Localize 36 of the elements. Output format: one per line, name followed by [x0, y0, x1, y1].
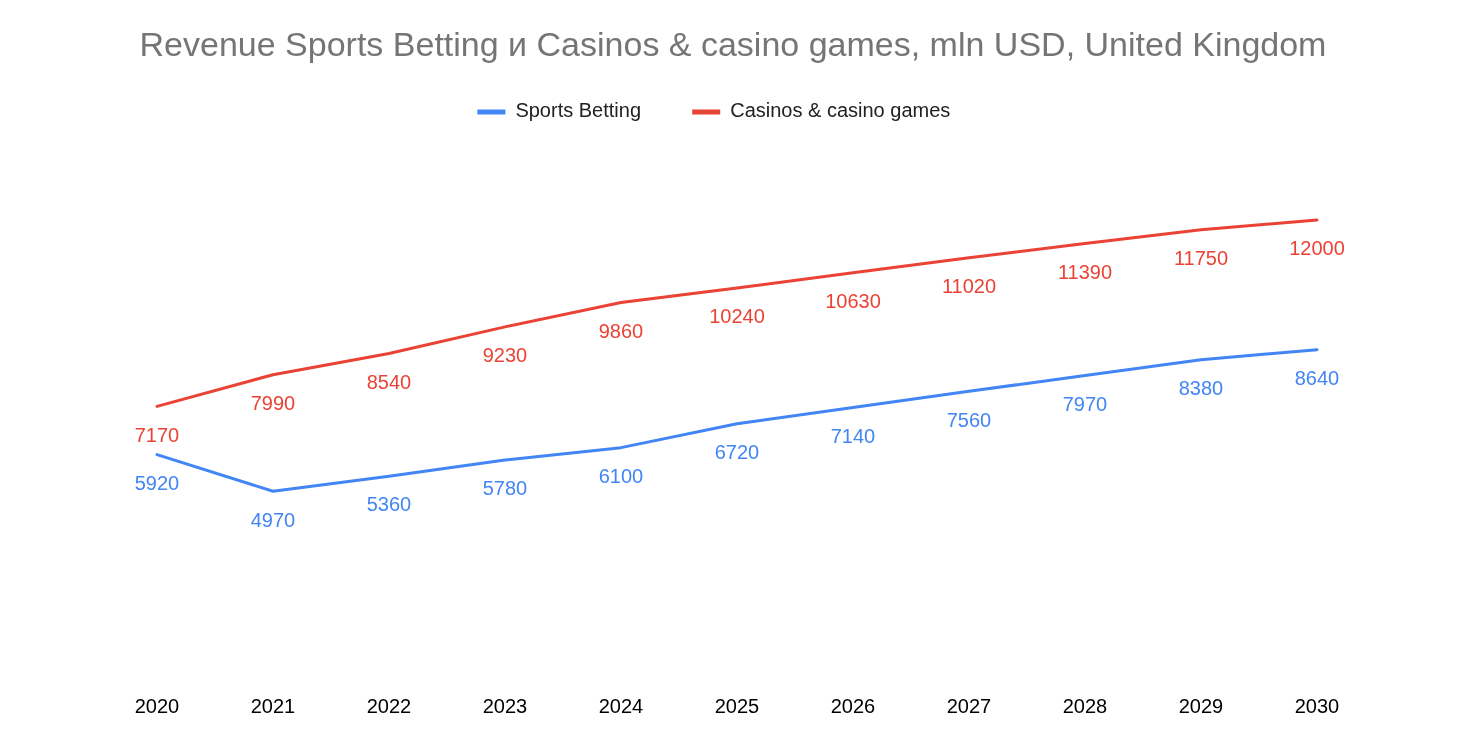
x-tick-label: 2028	[1062, 695, 1108, 718]
data-label: 10630	[825, 290, 881, 313]
x-tick-label: 2029	[1178, 695, 1224, 718]
data-label: 5360	[366, 493, 412, 516]
data-label: 8640	[1294, 366, 1340, 389]
x-tick-label: 2030	[1294, 695, 1340, 718]
data-label: 5780	[482, 477, 528, 500]
x-tick-label: 2027	[946, 695, 992, 718]
x-tick-label: 2021	[250, 695, 296, 718]
data-label: 6720	[714, 441, 760, 463]
chart-title: Revenue Sports Betting и Casinos & casino games, mln USD, United Kingdom	[139, 25, 1327, 63]
x-tick-label: 2020	[134, 695, 180, 718]
data-label: 8380	[1178, 376, 1224, 399]
data-label: 10240	[709, 305, 765, 328]
data-label: 8540	[366, 370, 412, 393]
data-label: 11750	[1173, 246, 1229, 269]
x-tick-label: 2026	[830, 695, 876, 718]
data-label: 7140	[830, 424, 876, 447]
data-label: 9230	[482, 344, 528, 367]
data-label: 11020	[941, 275, 997, 298]
data-label: 7560	[946, 408, 992, 431]
legend-label: Sports Betting	[515, 99, 642, 122]
x-tick-label: 2024	[598, 695, 644, 718]
data-label: 7990	[250, 392, 296, 414]
x-tick-label: 2022	[366, 695, 412, 718]
x-tick-label: 2023	[482, 695, 528, 718]
data-label: 7170	[134, 423, 180, 446]
data-label: 9860	[598, 319, 644, 342]
data-label: 4970	[250, 508, 296, 531]
legend-label: Casinos & casino games	[730, 99, 951, 122]
data-label: 12000	[1289, 237, 1345, 260]
data-label: 7970	[1062, 392, 1108, 415]
data-label: 5920	[134, 471, 180, 494]
data-label: 11390	[1057, 260, 1113, 283]
data-label: 6100	[598, 464, 644, 487]
x-tick-label: 2025	[714, 695, 760, 718]
